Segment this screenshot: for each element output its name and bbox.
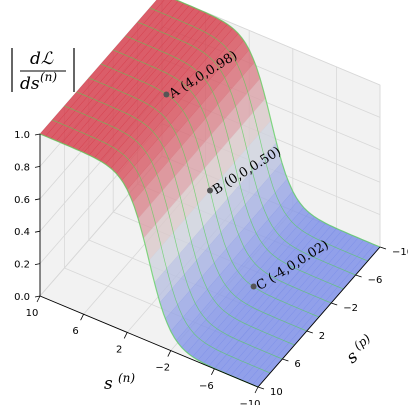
wire-line bbox=[88, 77, 307, 332]
surface bbox=[39, 0, 381, 388]
wire-line bbox=[52, 119, 271, 374]
y-tick-label: −6 bbox=[368, 275, 383, 286]
y-tick-label: 6 bbox=[294, 359, 300, 370]
z-tick-label: 0.2 bbox=[14, 260, 30, 271]
y-axis-line bbox=[257, 246, 381, 388]
x-tick-label: −2 bbox=[155, 363, 170, 374]
z-label-denominator: ds bbox=[20, 74, 40, 94]
wire-line bbox=[76, 91, 295, 346]
x-tick-mark bbox=[211, 368, 215, 375]
y-tick-mark bbox=[257, 386, 265, 390]
y-tick-label: −10 bbox=[392, 247, 408, 258]
y-tick-mark bbox=[306, 330, 313, 334]
z-tick-label: 0.6 bbox=[14, 195, 30, 206]
wire-line bbox=[137, 21, 356, 276]
x-tick-label: 6 bbox=[72, 326, 78, 337]
x-tick-label: 10 bbox=[26, 308, 39, 319]
tick-labels: 10 6 2 −2 −6 −10 −10 −6 −2 2 6 10 0.0 0.2 0.4 0.6 0.8 1.0 bbox=[14, 130, 408, 405]
z-axis-label: dℒ ds (n) bbox=[11, 48, 75, 94]
z-tick-mark bbox=[34, 230, 41, 233]
y-tick-mark bbox=[331, 302, 338, 306]
y-tick-label: −2 bbox=[343, 303, 358, 314]
wire-line bbox=[125, 35, 344, 290]
z-tick-mark bbox=[34, 198, 41, 201]
x-tick-label: −10 bbox=[239, 399, 260, 405]
wire-line bbox=[64, 105, 283, 360]
z-tick-label: 1.0 bbox=[14, 130, 30, 141]
y-tick-mark bbox=[355, 274, 362, 278]
x-tick-mark bbox=[167, 350, 172, 357]
z-label-denominator-sup: (n) bbox=[40, 70, 57, 84]
x-axis-line bbox=[39, 295, 259, 388]
z-tick-mark bbox=[34, 133, 41, 136]
z-tick-mark bbox=[34, 295, 41, 298]
z-tick-label: 0.0 bbox=[14, 292, 30, 303]
x-label-sup: (n) bbox=[118, 371, 135, 385]
x-tick-mark bbox=[80, 314, 84, 321]
y-tick-label: 2 bbox=[319, 331, 325, 342]
wire-line bbox=[113, 49, 332, 304]
x-tick-label: −6 bbox=[199, 381, 214, 392]
y-tick-label: 10 bbox=[270, 387, 283, 398]
x-tick-label: 2 bbox=[116, 344, 122, 355]
z-tick-label: 0.4 bbox=[14, 227, 30, 238]
point-C-marker bbox=[250, 283, 257, 290]
x-tick-mark bbox=[36, 295, 41, 303]
y-axis-label: s (p) bbox=[343, 331, 374, 368]
point-A-marker bbox=[163, 91, 170, 98]
x-tick-mark bbox=[123, 332, 128, 339]
x-label-base: s bbox=[104, 374, 113, 394]
wire-line bbox=[174, 0, 381, 248]
z-tick-mark bbox=[34, 166, 41, 168]
z-tick-label: 0.8 bbox=[14, 162, 30, 173]
y-tick-mark bbox=[379, 246, 387, 250]
point-B-marker bbox=[207, 187, 213, 194]
z-tick-mark bbox=[34, 263, 41, 265]
axes bbox=[39, 134, 381, 388]
wire-line bbox=[149, 7, 368, 262]
y-tick-mark bbox=[282, 358, 289, 362]
x-tick-mark bbox=[254, 386, 259, 394]
y-label-sup: (p) bbox=[351, 331, 373, 353]
z-label-numerator: dℒ bbox=[30, 49, 54, 69]
x-axis-label: s (n) bbox=[104, 371, 135, 394]
